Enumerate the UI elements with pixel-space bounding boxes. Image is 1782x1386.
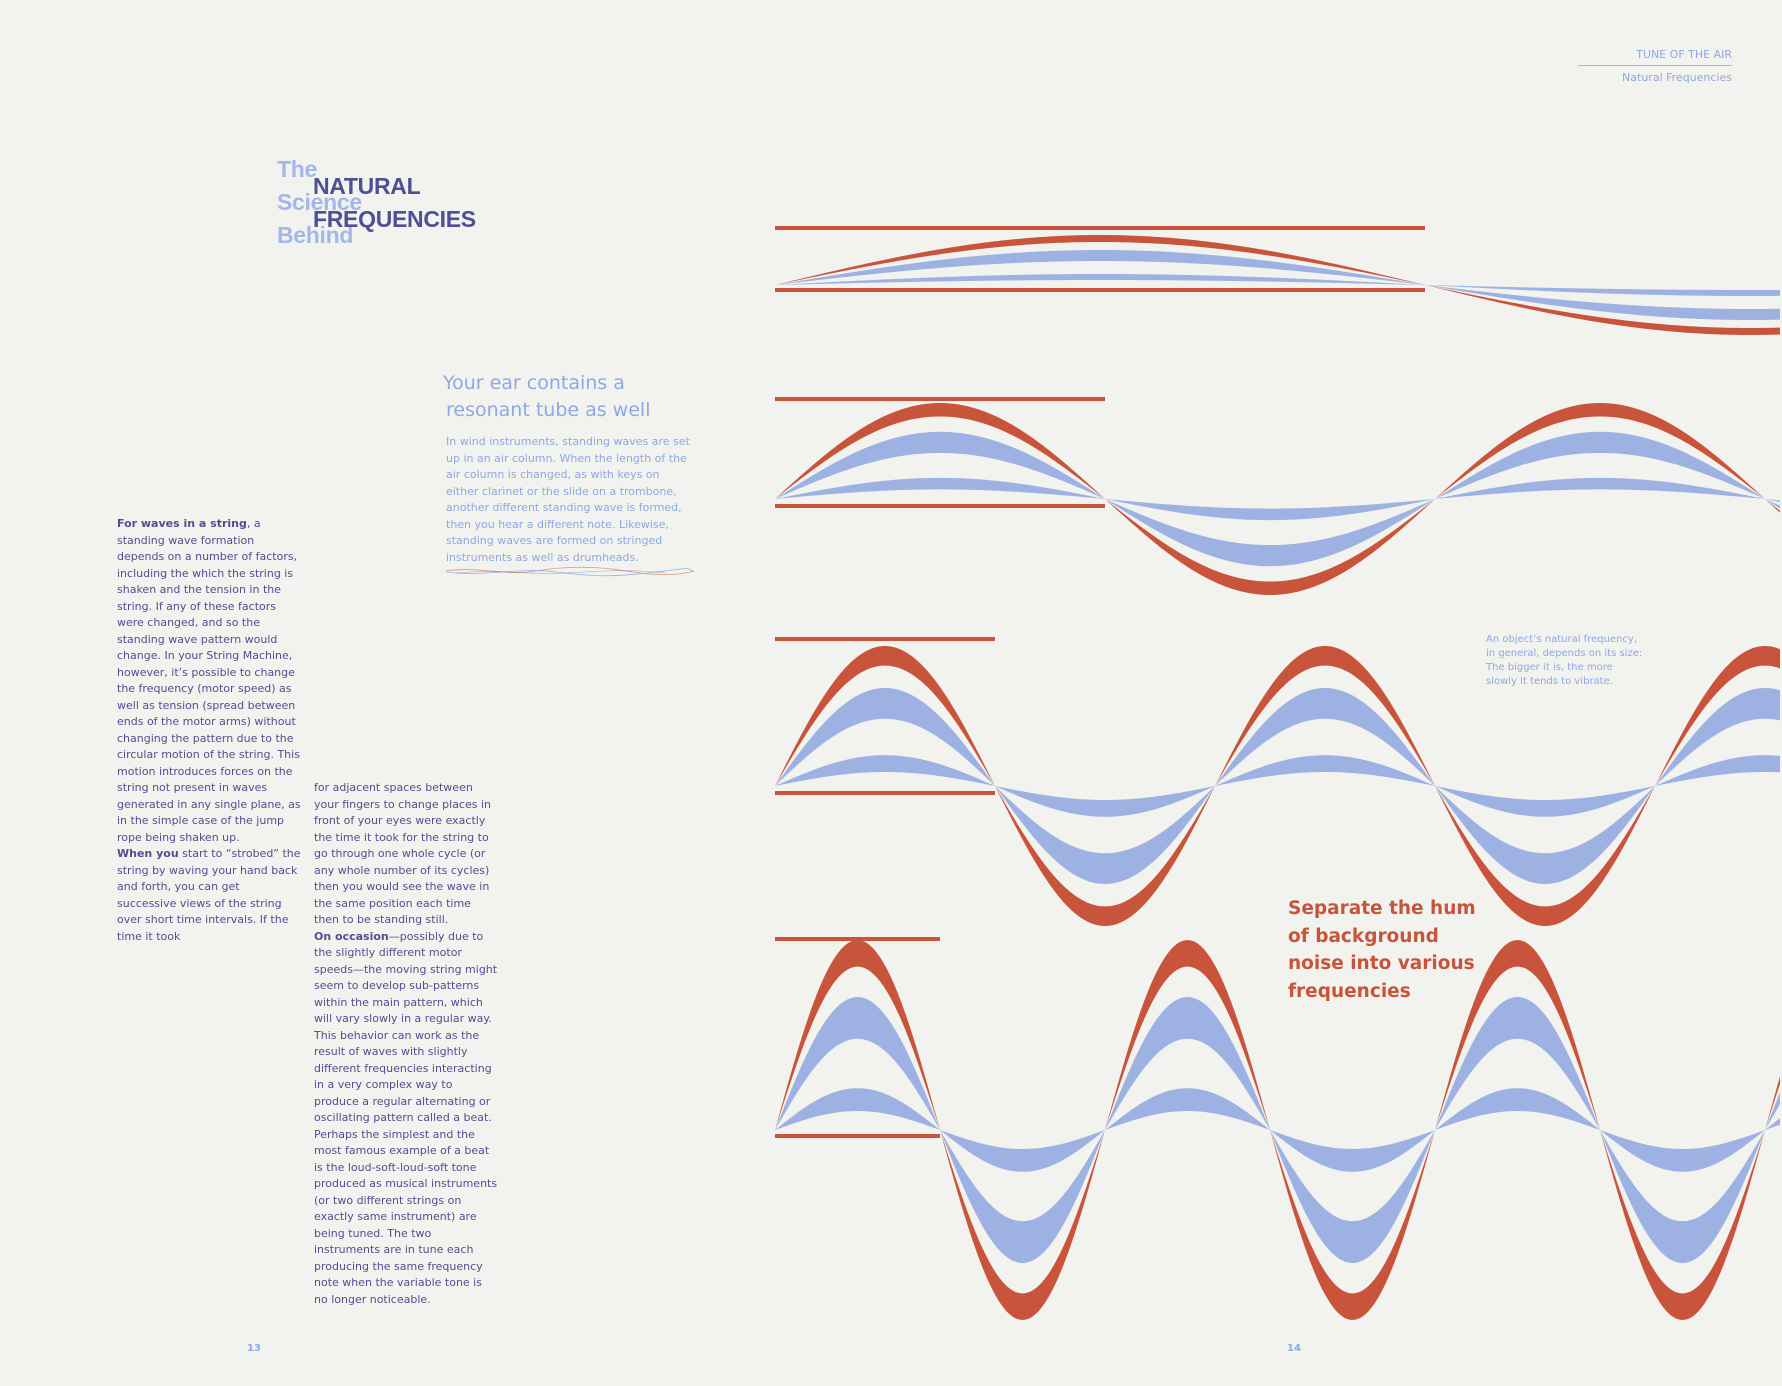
- sub-heading: Your ear contains a resonant tube as wel…: [443, 370, 673, 424]
- pull-quote: Separate the hum of background noise int…: [1288, 895, 1476, 1005]
- wave-1-bottom-bar: [775, 288, 1425, 292]
- wave-2-bottom-bar: [775, 504, 1105, 508]
- title-dark-text: NATURAL FREQUENCIES: [313, 170, 476, 236]
- title-light-line: Science: [277, 189, 362, 215]
- wave-4-middle-band: [775, 997, 1780, 1263]
- title-dark-line: NATURAL: [313, 173, 421, 199]
- pull-quote-line: noise into various: [1288, 953, 1475, 974]
- wave-4-top-bar: [775, 937, 940, 941]
- page-number-right: 14: [1287, 1343, 1301, 1354]
- wave-3-bottom-bar: [775, 791, 995, 795]
- title-light-line: Behind: [277, 222, 354, 248]
- wave-2-outer-band: [775, 403, 1780, 595]
- sub-heading-line: resonant tube as well: [446, 399, 651, 421]
- squiggle-divider: [446, 566, 694, 577]
- wave-2-top-bar: [775, 397, 1105, 401]
- lead-in-bold: When you: [117, 847, 179, 860]
- title-light-text: The Science Behind: [277, 153, 362, 252]
- wave-4-inner-band: [775, 1088, 1780, 1172]
- body-text: , a standing wave formation depends on a…: [117, 517, 301, 844]
- intro-paragraph: In wind instruments, standing waves are …: [446, 435, 690, 564]
- wave-3-middle-band: [775, 688, 1780, 884]
- pull-quote-line: frequencies: [1288, 980, 1411, 1002]
- body-column-1: For waves in a string, a standing wave f…: [117, 516, 302, 945]
- page-number-left: 13: [247, 1343, 261, 1354]
- title-light-line: The: [277, 156, 317, 182]
- wave-4-bottom-bar: [775, 1134, 940, 1138]
- sub-heading-line: Your ear contains a: [443, 372, 625, 394]
- body-text: for adjacent spaces between your fingers…: [314, 781, 491, 926]
- wave-2-inner-band: [775, 477, 1780, 521]
- wave-2-middle-band: [775, 431, 1780, 567]
- wave-3-inner-band: [775, 755, 1780, 817]
- title-dark-line: FREQUENCIES: [313, 206, 476, 232]
- running-header-section: TUNE OF THE AIR: [1578, 48, 1732, 66]
- pull-quote-line: of background: [1288, 925, 1439, 947]
- wave-3-top-bar: [775, 637, 995, 641]
- side-note: An object’s natural frequency, in genera…: [1486, 634, 1643, 687]
- body-text: —possibly due to the slightly different …: [314, 929, 498, 1306]
- wave-4-outer-band: [775, 940, 1780, 1320]
- lead-in-bold: For waves in a string: [117, 517, 247, 530]
- lead-in-bold: On occasion: [314, 929, 389, 943]
- pull-quote-line: Separate the hum: [1288, 898, 1476, 919]
- wave-1-top-bar: [775, 226, 1425, 230]
- body-column-2: for adjacent spaces between your fingers…: [314, 780, 499, 1308]
- wave-1-inner-band: [775, 274, 1780, 296]
- wave-1-middle-band: [775, 250, 1780, 320]
- running-header-subsection: Natural Frequencies: [1622, 71, 1732, 84]
- body-text: start to “strobed” the string by waving …: [117, 847, 301, 943]
- wave-1-outer-band: [775, 235, 1780, 335]
